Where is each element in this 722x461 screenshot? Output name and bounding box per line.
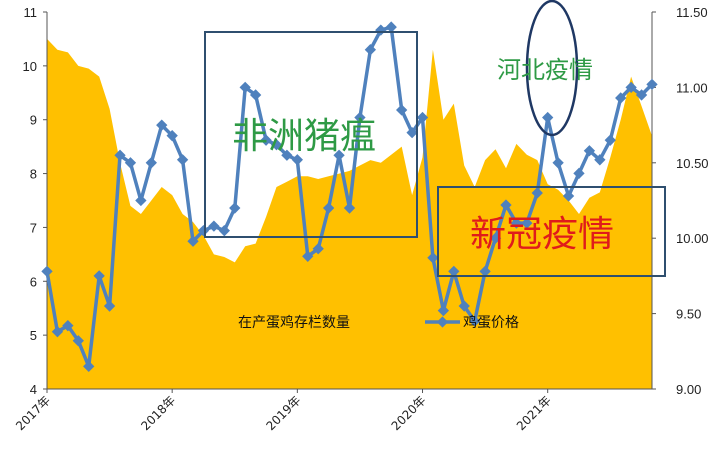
line-point xyxy=(458,300,470,312)
legend-label-egg-hen-stock: 在产蛋鸡存栏数量 xyxy=(238,314,350,331)
legend-label-egg-price: 鸡蛋价格 xyxy=(463,314,519,331)
right-tick-label: 10.50 xyxy=(676,156,709,171)
right-tick-label: 11.50 xyxy=(676,5,708,20)
line-point xyxy=(583,145,596,157)
x-tick-label: 2020年 xyxy=(389,393,429,433)
x-tick-label: 2017年 xyxy=(13,393,53,433)
line-point xyxy=(521,217,533,229)
right-tick-label: 10.00 xyxy=(676,231,709,246)
line-point xyxy=(41,265,53,278)
line-point xyxy=(594,154,606,166)
line-point xyxy=(542,111,554,124)
line-point xyxy=(406,126,418,139)
line-point xyxy=(500,199,512,211)
legend-marker-egg-price xyxy=(436,316,449,328)
annotation-text-hebei-outbreak: 河北疫情 xyxy=(497,56,593,84)
line-point xyxy=(187,235,199,247)
line-point xyxy=(333,149,345,161)
line-point xyxy=(145,157,157,169)
line-point xyxy=(552,157,564,169)
left-tick-label: 4 xyxy=(30,382,37,397)
area-series-layer xyxy=(47,38,652,390)
left-tick-label: 6 xyxy=(30,274,37,289)
line-point xyxy=(573,167,585,180)
right-tick-label: 9.00 xyxy=(676,382,701,397)
line-point xyxy=(260,134,272,146)
line-point xyxy=(312,243,324,255)
line-point xyxy=(437,304,450,317)
area-series-egg-hen-stock xyxy=(47,38,652,390)
annotation-text-covid: 新冠疫情 xyxy=(470,214,614,255)
line-point xyxy=(343,202,356,214)
annotation-ellipse-hebei-outbreak xyxy=(525,0,579,137)
line-point xyxy=(197,225,210,237)
annotation-box-african-swine-fever xyxy=(204,31,418,238)
right-tick-label: 9.50 xyxy=(676,307,701,322)
legend: 在产蛋鸡存栏数量 鸡蛋价格 xyxy=(238,314,519,331)
line-point xyxy=(531,187,543,199)
line-point xyxy=(604,134,616,146)
line-point xyxy=(479,265,491,278)
right-tick-label: 11.00 xyxy=(676,80,708,95)
line-point xyxy=(291,154,304,166)
line-point xyxy=(135,194,147,207)
left-tick-label: 11 xyxy=(24,5,38,20)
line-point xyxy=(229,202,241,214)
line-point xyxy=(51,326,64,338)
line-point xyxy=(364,44,377,56)
line-point xyxy=(270,139,283,151)
line-point xyxy=(510,217,523,229)
left-tick-label: 7 xyxy=(30,220,37,235)
annotation-box-covid xyxy=(437,186,666,277)
x-tick-label: 2019年 xyxy=(263,393,303,433)
line-point xyxy=(218,225,230,237)
left-tick-label: 5 xyxy=(30,328,37,343)
line-point xyxy=(469,315,481,327)
line-point xyxy=(489,232,502,244)
line-point xyxy=(448,265,460,278)
x-tick-label: 2021年 xyxy=(514,393,554,433)
line-point xyxy=(208,220,220,232)
x-tick-label: 2018年 xyxy=(138,393,178,433)
line-point xyxy=(395,104,408,116)
line-point xyxy=(281,149,293,161)
left-tick-label: 9 xyxy=(30,113,37,128)
left-tick-label: 8 xyxy=(30,167,37,182)
left-tick-label: 10 xyxy=(23,59,37,74)
line-point xyxy=(176,154,189,166)
annotation-text-african-swine-fever: 非洲猪瘟 xyxy=(232,116,376,157)
line-point xyxy=(166,129,178,142)
line-point xyxy=(562,190,575,202)
line-point xyxy=(322,202,335,214)
